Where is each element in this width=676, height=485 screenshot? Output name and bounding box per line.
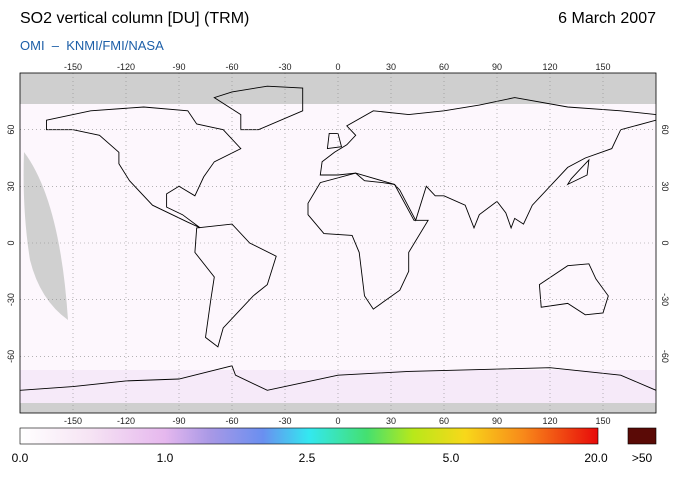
lon-label-top: -60 [225,62,238,72]
lon-label-bottom: -150 [64,416,82,426]
colorbar-label: 20.0 [584,451,608,465]
colorbar-label: 2.5 [299,451,316,465]
colorbar-label: >50 [632,451,653,465]
lon-label-top: 90 [492,62,502,72]
coastline [566,158,590,186]
lat-label-left: -30 [6,293,16,306]
colorbar-labels: 0.0 1.0 2.5 5.0 20.0 >50 [12,451,653,465]
lat-label-right: -60 [660,350,670,363]
lon-label-bottom: 150 [595,416,610,426]
lon-label-bottom: 0 [335,416,340,426]
lon-label-top: -90 [172,62,185,72]
lat-label-left: 60 [6,125,16,135]
coastline [20,365,656,391]
lat-label-right: 30 [660,181,670,191]
lon-label-bottom: 30 [386,416,396,426]
no-data-band [20,73,656,104]
tick-labels: -150 -150 -120 -120 -90 -90 -60 -60 -30 -30 0 0 30 30… [6,62,670,426]
coastline [213,85,304,131]
lon-label-top: 0 [335,62,340,72]
coastline [307,172,429,310]
map [20,73,656,413]
title: SO2 vertical column [DU] (TRM) [20,10,249,27]
coastline [538,263,609,316]
lon-label-bottom: -120 [117,416,135,426]
credit: OMI – KNMI/FMI/NASA [20,38,164,53]
lat-label-left: -60 [6,350,16,363]
colorbar-label: 5.0 [443,451,460,465]
lat-label-left: 0 [6,240,16,245]
lat-label-right: 0 [660,240,670,245]
colorbar [19,427,599,445]
colorbar-label: 1.0 [157,451,174,465]
lat-label-right: -30 [660,293,670,306]
lat-label-left: 30 [6,181,16,191]
lon-label-top: 120 [542,62,557,72]
lon-label-bottom: 120 [542,416,557,426]
lon-label-bottom: -30 [278,416,291,426]
date: 6 March 2007 [558,10,656,27]
graticule [20,73,656,413]
lon-label-top: -120 [117,62,135,72]
lon-label-bottom: -60 [225,416,238,426]
coastlines [20,85,656,391]
lon-label-top: 60 [439,62,449,72]
no-data-band [20,403,656,413]
lon-label-top: -30 [278,62,291,72]
colorbar-label: 0.0 [12,451,29,465]
no-data-swath [23,152,69,320]
lon-label-bottom: 90 [492,416,502,426]
lon-label-top: 30 [386,62,396,72]
coastline [319,97,656,230]
lon-label-top: -150 [64,62,82,72]
lat-label-right: 60 [660,125,670,135]
map-frame [19,72,657,414]
lon-label-bottom: 60 [439,416,449,426]
colorbar-overflow [627,427,657,445]
lon-label-bottom: -90 [172,416,185,426]
lon-label-top: 150 [595,62,610,72]
coastline [194,223,277,348]
coastline [46,106,242,229]
